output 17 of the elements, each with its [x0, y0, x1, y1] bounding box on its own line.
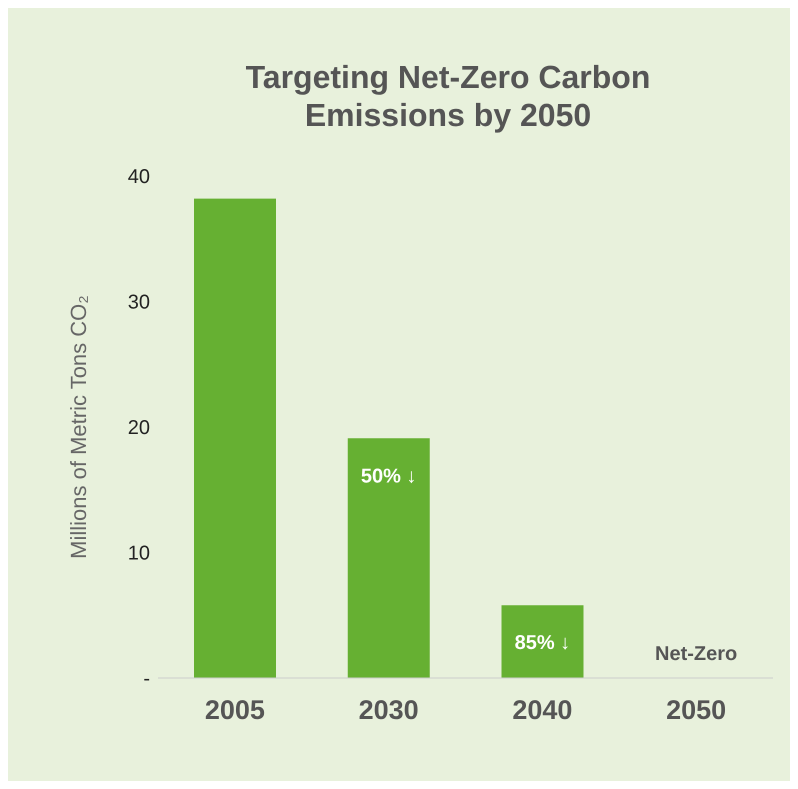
y-tick-label: 30	[128, 292, 150, 314]
x-tick-label: 2005	[204, 695, 265, 726]
bar	[502, 605, 584, 678]
x-tick-label: 2030	[358, 695, 419, 726]
annotation: 85% ↓	[514, 632, 570, 654]
chart-title: Targeting Net-Zero Carbon Emissions by 2050	[244, 58, 652, 134]
y-tick-label: 20	[128, 417, 150, 440]
x-tick-label: 2040	[512, 695, 572, 726]
y-tick-label: 40	[128, 166, 150, 188]
bar	[194, 198, 276, 678]
y-tick-label: 10	[128, 542, 150, 565]
bar	[348, 438, 430, 678]
x-tick-label: 2050	[666, 695, 726, 726]
y-tick-label: -	[143, 668, 150, 690]
annotation: 50% ↓	[360, 465, 416, 488]
annotation: Net-Zero	[655, 643, 738, 665]
y-axis-title: Millions of Metric Tons CO₂	[66, 295, 91, 559]
